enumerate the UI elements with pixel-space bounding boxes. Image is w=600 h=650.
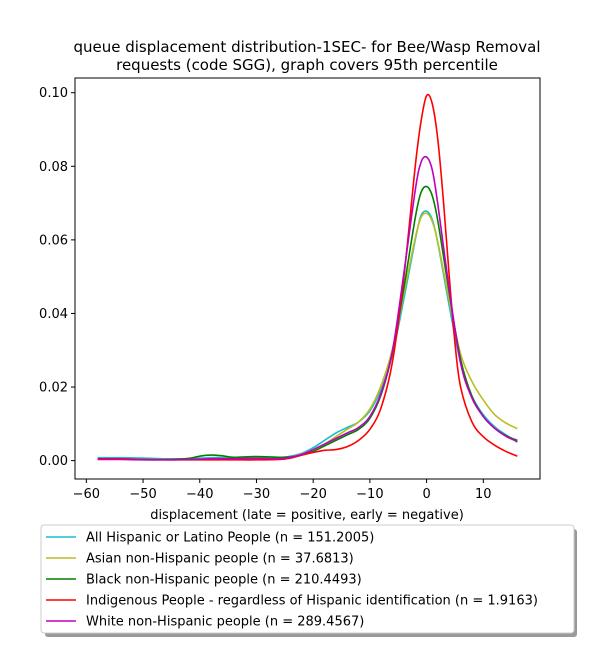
y-tick-label: 0.08: [39, 160, 68, 175]
legend-entries: All Hispanic or Latino People (n = 151.2…: [46, 531, 538, 630]
x-tick-label: −60: [73, 487, 100, 502]
y-tick-label: 0.04: [39, 307, 68, 322]
legend: All Hispanic or Latino People (n = 151.2…: [40, 524, 577, 637]
x-tick-label: −40: [186, 487, 213, 502]
x-tick-label: 10: [475, 487, 492, 502]
y-tick-label: 0.02: [39, 381, 68, 396]
y-tick-label: 0.06: [39, 233, 68, 248]
chart-title-line-1: queue displacement distribution-1SEC- fo…: [73, 38, 540, 56]
plot-lines: [97, 93, 518, 461]
y-axis: 0.00 0.02 0.04 0.06 0.08 0.10: [39, 86, 75, 469]
chart-title-line-2: requests (code SGG), graph covers 95th p…: [116, 56, 498, 74]
x-tick-label: −30: [243, 487, 270, 502]
x-tick-label: −50: [129, 487, 156, 502]
legend-label-3: Black non-Hispanic people (n = 210.4493): [86, 573, 362, 588]
x-axis: −60 −50 −40 −30 −20 −10 0 10: [73, 479, 492, 502]
x-tick-label: 0: [422, 487, 430, 502]
x-tick-label: −20: [299, 487, 326, 502]
y-tick-label: 0.00: [39, 454, 68, 469]
legend-label-2: Asian non-Hispanic people (n = 37.6813): [86, 552, 354, 567]
x-tick-label: −10: [356, 487, 383, 502]
legend-label-4: Indigenous People - regardless of Hispan…: [86, 594, 538, 609]
legend-label-1: All Hispanic or Latino People (n = 151.2…: [86, 531, 374, 546]
y-tick-label: 0.10: [39, 86, 68, 101]
legend-box: [40, 524, 575, 634]
series-line-5: [97, 155, 518, 461]
plot-frame: [74, 77, 541, 480]
series-line-4: [97, 93, 518, 461]
legend-label-5: White non-Hispanic people (n = 289.4567): [86, 615, 364, 630]
x-axis-label: displacement (late = positive, early = n…: [150, 508, 464, 523]
